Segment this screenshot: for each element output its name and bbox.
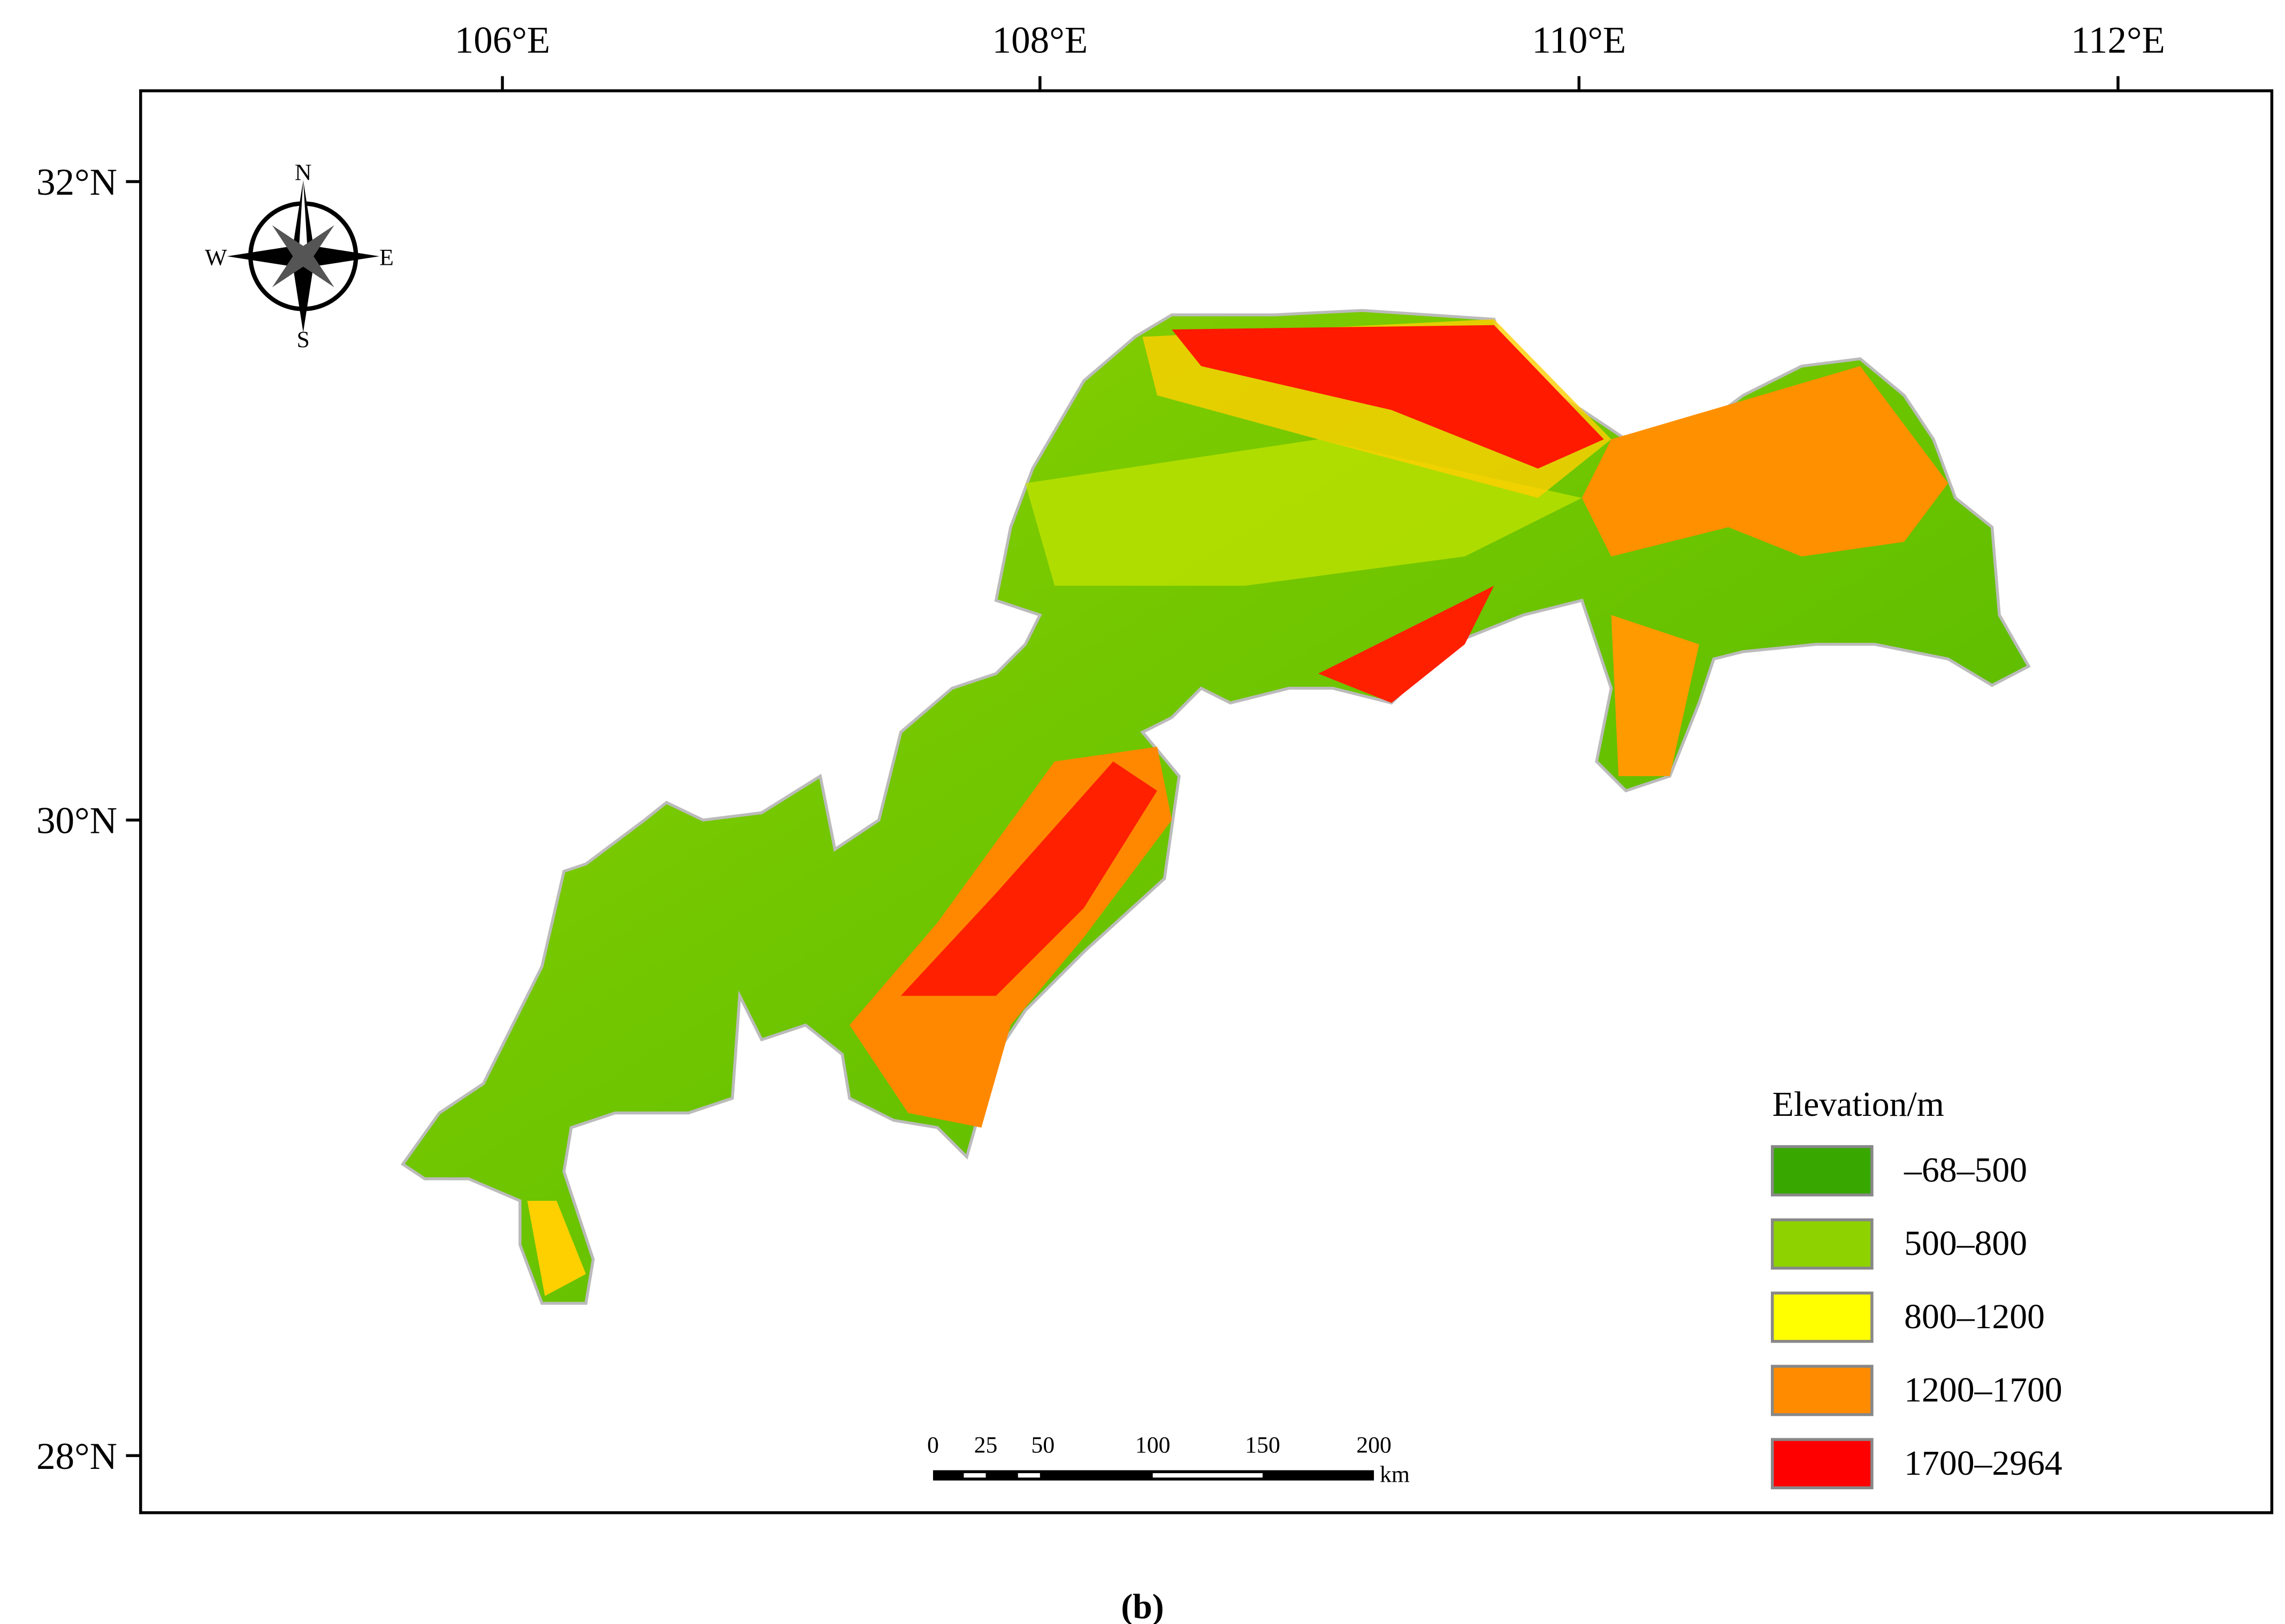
legend-swatch [1771,1218,1874,1270]
lat-label: 30°N [36,800,117,842]
legend-label: 800–1200 [1904,1297,2045,1336]
region-patch [1025,439,1582,586]
legend-swatch [1771,1291,1874,1343]
lon-label: 108°E [992,20,1088,62]
scale-label: 100 [1135,1433,1171,1458]
region-base [401,309,2031,1305]
legend-label: –68–500 [1904,1151,2027,1190]
legend-label: 500–800 [1904,1224,2027,1263]
region-patch [1611,615,1699,776]
region-patch [1581,366,1948,557]
region-patch [527,1200,586,1296]
scale-bar: 0 25 50 100 150 200 km [927,1433,1410,1488]
region-patch [1172,325,1604,469]
graticule-ticks [126,76,2120,1457]
scale-unit: km [1380,1461,1410,1487]
legend-label: 1200–1700 [1904,1370,2062,1409]
legend-swatch [1771,1145,1874,1197]
scale-label: 0 [927,1433,939,1458]
compass-star [272,225,334,288]
compass-star [299,180,308,252]
lat-label: 28°N [36,1436,117,1477]
compass-n: N [295,160,312,186]
compass-s: S [297,327,310,353]
region-patch [900,761,1157,996]
legend-swatch [1771,1365,1874,1416]
caption: (b) [1121,1587,1164,1624]
legend: –68–500 500–800 800–1200 1200–1700 1700–2964 [1771,1145,2062,1490]
scale-label: 50 [1031,1433,1054,1458]
legend-label: 1700–2964 [1904,1444,2062,1483]
scale-label: 200 [1356,1433,1392,1458]
compass-w: W [205,245,227,271]
legend-swatch [1771,1438,1874,1490]
lon-label: 106°E [455,20,551,62]
compass: N S E W [205,160,394,353]
scale-label: 25 [974,1433,998,1458]
scale-bar-segment [1018,1473,1040,1478]
scale-label: 150 [1245,1433,1280,1458]
legend-title: Elevation/m [1772,1085,1944,1124]
compass-e: E [379,245,394,271]
lat-label: 32°N [36,162,117,203]
region-patch [1318,586,1494,703]
scale-bar-segment [1152,1473,1263,1478]
scale-bar-segment [964,1473,986,1478]
elevation-region [401,309,2031,1305]
lon-label: 112°E [2071,20,2165,62]
lon-label: 110°E [1532,20,1626,62]
